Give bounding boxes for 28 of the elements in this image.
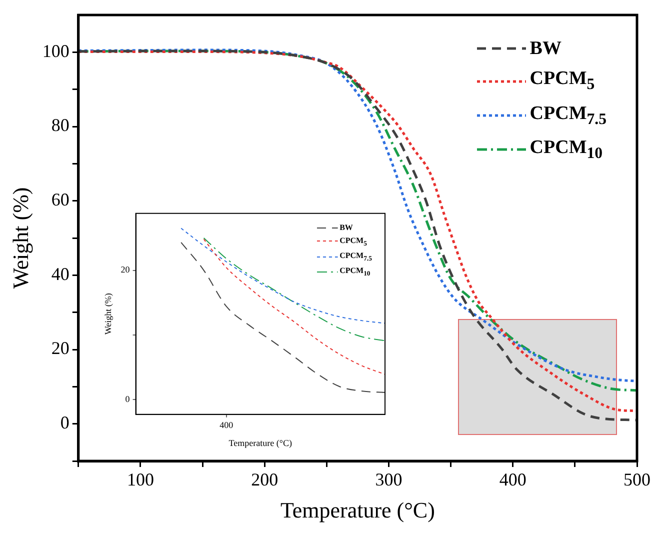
y-tick-label: 20 [51,338,70,358]
x-tick-label: 300 [375,470,402,490]
y-tick-label: 60 [51,190,70,210]
x-tick-label: 500 [624,470,650,490]
legend-label: CPCM$_{5}$ [340,236,367,248]
x-axis-title: Temperature (°C) [280,498,435,523]
legend-label: CPCM$_{10}$ [530,137,603,163]
y-axis-title: Weight (%) [102,293,113,335]
y-tick-label: 0 [125,394,130,404]
y-tick-label: 40 [51,264,70,284]
line-series [203,238,386,375]
x-tick-label: 400 [220,420,234,430]
line-series [180,242,386,393]
x-axis-title: Temperature (°C) [228,438,292,448]
legend-label: CPCM$_{7.5}$ [530,102,607,128]
line-series [203,237,386,342]
y-tick-label: 100 [42,40,70,61]
y-tick-label: 20 [120,264,130,275]
legend-label: CPCM$_{10}$ [340,266,370,278]
x-tick-label: 200 [251,470,278,490]
y-tick-label: 80 [51,115,70,136]
legend-label: BW [340,223,353,232]
legend-label: BW [530,38,562,60]
y-tick-label: 0 [60,412,70,433]
legend-label: CPCM$_{7.5}$ [340,250,372,262]
x-tick-label: 400 [499,470,526,490]
y-axis-title: Weight (%) [8,187,33,289]
legend-label: CPCM$_{5}$ [530,68,595,94]
